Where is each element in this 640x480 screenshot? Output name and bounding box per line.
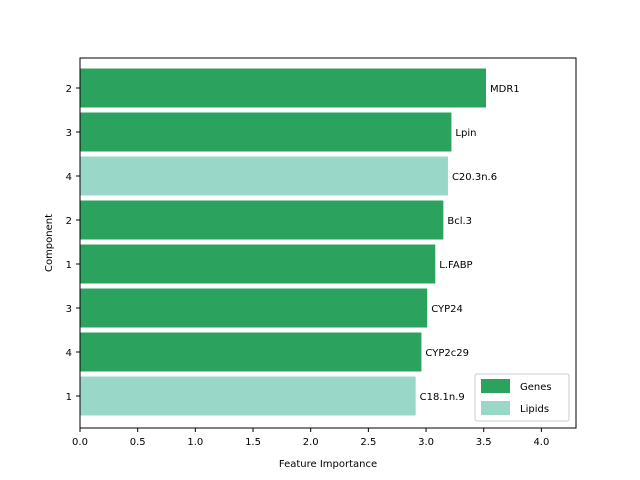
bar-bcl-3	[80, 200, 444, 240]
y-tick-label: 1	[66, 392, 72, 403]
y-tick-label: 4	[66, 172, 72, 183]
legend-label-genes: Genes	[520, 382, 552, 393]
y-axis-ticks: 2 3 4 2 1 3 4 1	[66, 84, 80, 403]
legend-swatch-lipids	[481, 401, 510, 415]
y-tick-label: 3	[66, 304, 72, 315]
y-axis-label: Component	[44, 214, 55, 272]
bar-cyp24	[80, 288, 428, 328]
x-tick-label: 3.0	[418, 437, 434, 448]
bar-l-fabp	[80, 244, 436, 284]
bar-c18-1n-9	[80, 376, 416, 416]
legend-swatch-genes	[481, 379, 510, 393]
x-axis-label: Feature Importance	[279, 459, 377, 470]
y-tick-label: 4	[66, 348, 72, 359]
bar-label: Lpin	[455, 128, 476, 139]
x-tick-label: 4.0	[533, 437, 549, 448]
x-tick-label: 1.0	[187, 437, 203, 448]
bar-label: Bcl.3	[447, 216, 472, 227]
bar-c20-3n-6	[80, 156, 448, 196]
y-tick-label: 3	[66, 128, 72, 139]
bar-cyp2c29	[80, 332, 422, 372]
x-axis-ticks: 0.0 0.5 1.0 1.5 2.0 2.5 3.0 3.5 4.0	[72, 428, 549, 448]
bar-label: L.FABP	[439, 260, 472, 271]
bar-label: C18.1n.9	[420, 392, 465, 403]
x-tick-label: 2.0	[303, 437, 319, 448]
y-tick-label: 2	[66, 84, 72, 95]
x-tick-label: 1.5	[245, 437, 261, 448]
bar-lpin	[80, 112, 452, 152]
x-tick-label: 0.5	[130, 437, 146, 448]
y-tick-label: 1	[66, 260, 72, 271]
legend-label-lipids: Lipids	[520, 404, 549, 415]
plot-frame	[79, 57, 577, 429]
x-tick-label: 0.0	[72, 437, 88, 448]
x-tick-label: 2.5	[360, 437, 376, 448]
bar-mdr1	[80, 68, 487, 108]
bar-label: CYP2c29	[425, 348, 469, 359]
bar-label: C20.3n.6	[452, 172, 497, 183]
bars-group	[80, 68, 487, 416]
legend: Genes Lipids	[474, 373, 570, 422]
bar-label: MDR1	[490, 84, 520, 95]
y-tick-label: 2	[66, 216, 72, 227]
bar-label: CYP24	[431, 304, 463, 315]
x-tick-label: 3.5	[476, 437, 492, 448]
bar-labels-group: MDR1 Lpin C20.3n.6 Bcl.3 L.FABP CYP24 CYP2c29 C…	[420, 84, 520, 403]
